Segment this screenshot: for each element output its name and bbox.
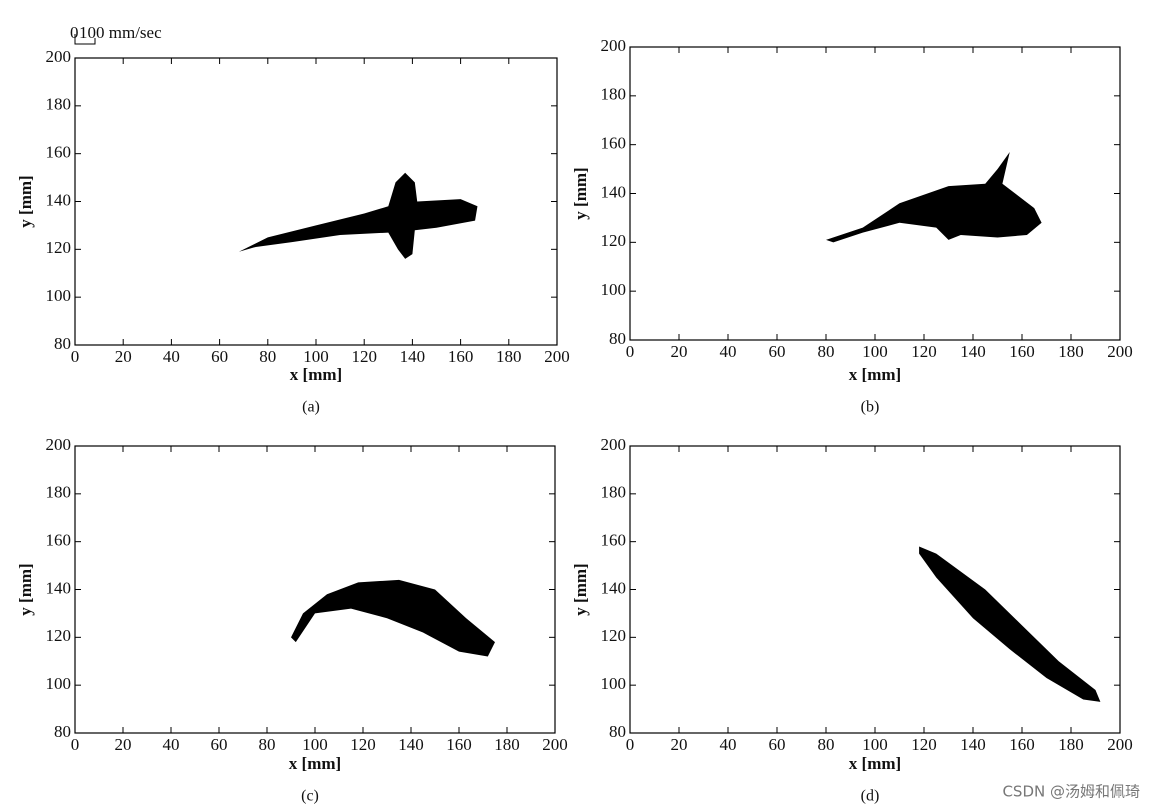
- x-tick-label: 200: [1107, 735, 1133, 754]
- x-tick-label: 40: [720, 735, 737, 754]
- y-tick-label: 140: [46, 578, 72, 597]
- y-tick-label: 180: [601, 85, 627, 104]
- plot-frame: [629, 46, 1121, 341]
- y-axis-label: y [mm]: [16, 175, 35, 227]
- x-tick-label: 40: [163, 347, 180, 366]
- x-tick-label: 60: [211, 735, 228, 754]
- x-tick-label: 20: [115, 347, 132, 366]
- x-tick-label: 120: [351, 347, 377, 366]
- y-tick-label: 140: [601, 182, 627, 201]
- x-tick-label: 20: [671, 342, 688, 361]
- x-axis-label: x [mm]: [849, 754, 901, 773]
- x-tick-label: 0: [626, 342, 635, 361]
- y-tick-label: 80: [609, 722, 626, 741]
- plot-frame: [74, 57, 558, 346]
- y-tick-label: 140: [601, 578, 627, 597]
- scale-label: 0: [70, 23, 79, 42]
- x-tick-label: 180: [1058, 342, 1084, 361]
- fish-silhouette: [826, 151, 1042, 243]
- x-tick-label: 80: [818, 735, 835, 754]
- x-tick-label: 60: [211, 347, 228, 366]
- x-tick-label: 200: [1107, 342, 1133, 361]
- x-tick-label: 140: [960, 735, 986, 754]
- scale-arrow: [74, 34, 96, 45]
- x-tick-label: 180: [1058, 735, 1084, 754]
- fish-silhouette: [291, 579, 495, 657]
- y-tick-label: 100: [601, 280, 627, 299]
- x-tick-label: 200: [542, 735, 568, 754]
- x-tick-label: 40: [720, 342, 737, 361]
- x-tick-label: 0: [626, 735, 635, 754]
- watermark: CSDN @汤姆和佩琦: [1002, 783, 1140, 801]
- x-tick-label: 140: [398, 735, 424, 754]
- x-tick-label: 100: [302, 735, 328, 754]
- y-tick-label: 160: [601, 134, 627, 153]
- y-tick-label: 120: [601, 626, 627, 645]
- y-tick-label: 80: [609, 329, 626, 348]
- x-tick-label: 120: [911, 342, 937, 361]
- fish-silhouette: [919, 546, 1101, 702]
- x-axis-label: x [mm]: [849, 365, 901, 384]
- x-tick-label: 20: [671, 735, 688, 754]
- y-tick-label: 180: [46, 483, 72, 502]
- x-tick-label: 60: [769, 342, 786, 361]
- y-axis-label: y [mm]: [571, 563, 590, 615]
- y-tick-label: 180: [601, 483, 627, 502]
- x-tick-label: 60: [769, 735, 786, 754]
- x-tick-label: 100: [303, 347, 329, 366]
- y-tick-label: 120: [601, 231, 627, 250]
- y-tick-label: 200: [601, 435, 627, 454]
- x-tick-label: 180: [494, 735, 520, 754]
- x-tick-label: 100: [862, 342, 888, 361]
- x-tick-label: 160: [1009, 735, 1035, 754]
- y-tick-label: 180: [46, 95, 72, 114]
- fish-silhouette: [238, 172, 478, 259]
- x-tick-label: 40: [163, 735, 180, 754]
- y-tick-label: 200: [46, 47, 72, 66]
- x-tick-label: 100: [862, 735, 888, 754]
- caption: (b): [861, 399, 880, 416]
- x-tick-label: 80: [259, 347, 276, 366]
- x-tick-label: 160: [1009, 342, 1035, 361]
- x-tick-label: 20: [115, 735, 132, 754]
- y-tick-label: 160: [601, 531, 627, 550]
- x-tick-label: 120: [911, 735, 937, 754]
- x-tick-label: 140: [960, 342, 986, 361]
- y-tick-label: 200: [46, 435, 72, 454]
- plot-frame: [74, 445, 556, 734]
- y-tick-label: 120: [46, 626, 72, 645]
- y-tick-label: 160: [46, 531, 72, 550]
- x-tick-label: 140: [400, 347, 426, 366]
- x-tick-label: 0: [71, 347, 80, 366]
- caption: (c): [301, 788, 319, 805]
- x-axis-label: x [mm]: [289, 754, 341, 773]
- y-tick-label: 80: [54, 334, 71, 353]
- x-axis-label: x [mm]: [290, 365, 342, 384]
- x-tick-label: 200: [544, 347, 570, 366]
- plot-frame: [629, 445, 1121, 734]
- x-tick-label: 80: [259, 735, 276, 754]
- y-tick-label: 100: [46, 674, 72, 693]
- y-axis-label: y [mm]: [16, 563, 35, 615]
- x-tick-label: 120: [350, 735, 376, 754]
- y-tick-label: 80: [54, 722, 71, 741]
- y-axis-label: y [mm]: [571, 167, 590, 219]
- scale-label: 100 mm/sec: [79, 23, 162, 42]
- y-tick-label: 120: [46, 238, 72, 257]
- y-tick-label: 200: [601, 36, 627, 55]
- y-tick-label: 100: [46, 286, 72, 305]
- y-tick-label: 100: [601, 674, 627, 693]
- x-tick-label: 80: [818, 342, 835, 361]
- x-tick-label: 180: [496, 347, 522, 366]
- caption: (a): [302, 399, 320, 416]
- x-tick-label: 0: [71, 735, 80, 754]
- y-tick-label: 140: [46, 190, 72, 209]
- x-tick-label: 160: [448, 347, 474, 366]
- caption: (d): [861, 788, 880, 805]
- y-tick-label: 160: [46, 143, 72, 162]
- x-tick-label: 160: [446, 735, 472, 754]
